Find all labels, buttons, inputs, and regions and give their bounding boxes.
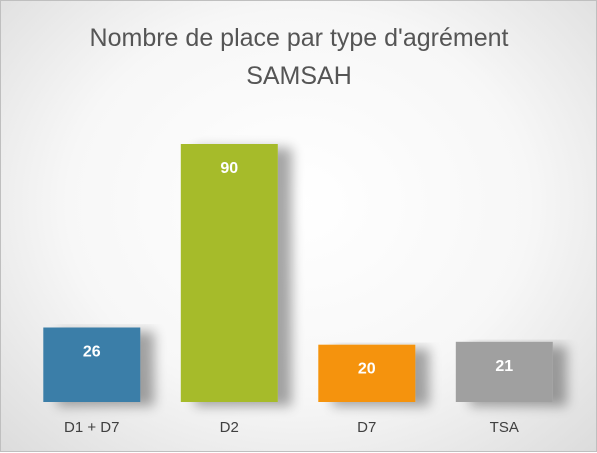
chart-subtitle: SAMSAH [246, 62, 352, 90]
category-axis: D1 + D7 D2 D7 TSA [64, 419, 519, 436]
bar-d1-d7 [43, 327, 141, 402]
bars-layer [43, 144, 553, 402]
category-tick-label: TSA [490, 419, 519, 436]
value-label: 26 [83, 344, 101, 361]
bar-tsa [455, 341, 553, 402]
labels-layer: 26 90 20 21 [83, 160, 513, 378]
value-label: 90 [220, 160, 238, 177]
category-tick-label: D2 [220, 419, 239, 436]
value-label: 21 [495, 358, 513, 375]
category-tick-label: D1 + D7 [64, 419, 119, 436]
bar-d2 [180, 144, 278, 402]
chart-title: Nombre de place par type d'agrément [90, 24, 509, 52]
category-tick-label: D7 [357, 419, 376, 436]
bar-d7 [318, 344, 416, 402]
value-label: 20 [358, 361, 376, 378]
